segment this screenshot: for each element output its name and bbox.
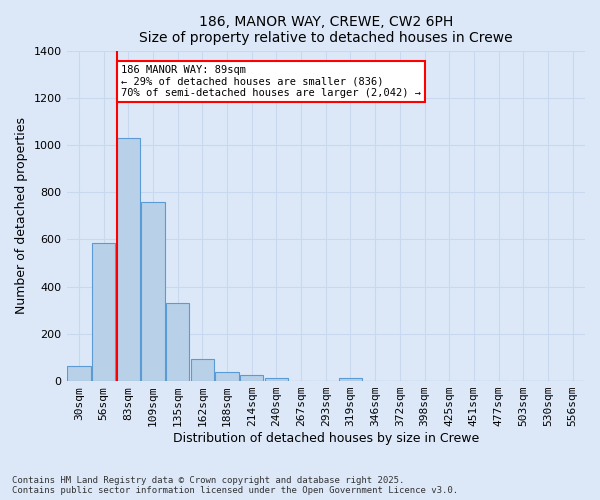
Bar [116, 138, 140, 381]
Bar [67, 366, 91, 381]
Bar [215, 372, 239, 381]
Bar [166, 303, 190, 381]
Bar [191, 358, 214, 381]
Bar [339, 378, 362, 381]
Y-axis label: Number of detached properties: Number of detached properties [15, 118, 28, 314]
Title: 186, MANOR WAY, CREWE, CW2 6PH
Size of property relative to detached houses in C: 186, MANOR WAY, CREWE, CW2 6PH Size of p… [139, 15, 512, 45]
Bar [92, 243, 115, 381]
Text: 186 MANOR WAY: 89sqm
← 29% of detached houses are smaller (836)
70% of semi-deta: 186 MANOR WAY: 89sqm ← 29% of detached h… [121, 64, 421, 98]
Text: Contains HM Land Registry data © Crown copyright and database right 2025.
Contai: Contains HM Land Registry data © Crown c… [12, 476, 458, 495]
Bar [265, 378, 288, 381]
Bar [240, 375, 263, 381]
Bar [141, 202, 164, 381]
X-axis label: Distribution of detached houses by size in Crewe: Distribution of detached houses by size … [173, 432, 479, 445]
